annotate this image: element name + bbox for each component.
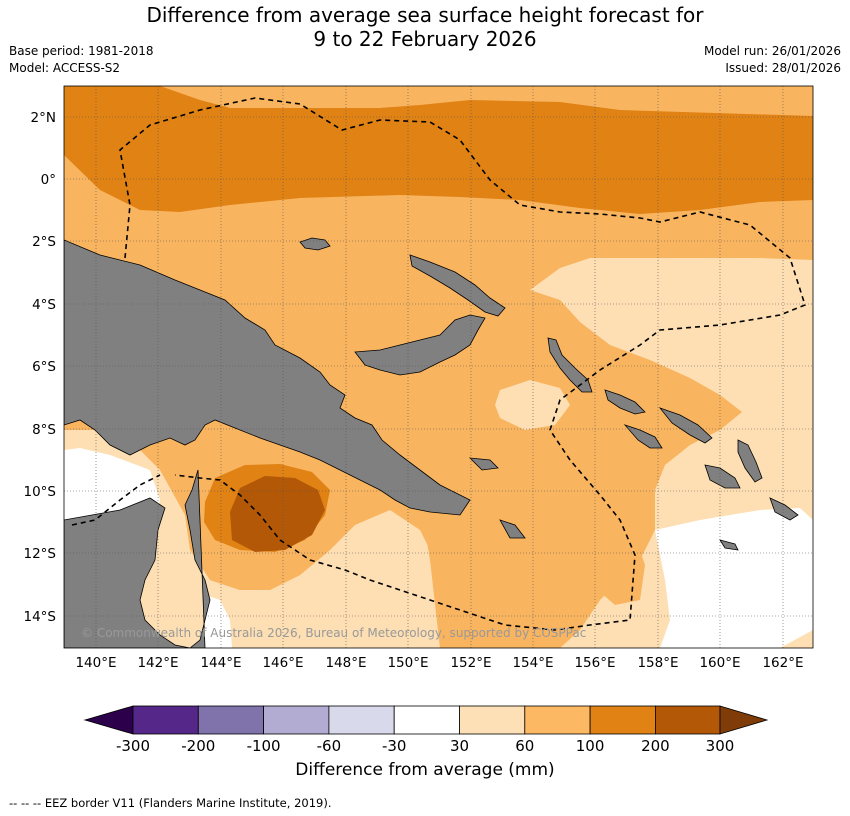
land-malaita xyxy=(737,439,763,483)
lon-axis-labels: 140°E 142°E 144°E 146°E 148°E 150°E 152°… xyxy=(75,655,803,671)
eez-legend-footer: -- -- -- EEZ border V11 (Flanders Marine… xyxy=(9,796,332,810)
colorbar-tick: -200 xyxy=(181,737,215,755)
land-new-guinea xyxy=(64,239,471,516)
colorbar-tick-labels: -300 -200 -100 -60 -30 30 60 100 200 300 xyxy=(116,737,734,755)
land-australia xyxy=(64,469,211,648)
colorbar-label: Difference from average (mm) xyxy=(295,760,555,780)
copyright-notice: © Commonwealth of Australia 2026, Bureau… xyxy=(81,626,586,640)
anomaly-band-100-200-north xyxy=(64,86,813,214)
colorbar-segment xyxy=(263,705,330,735)
land-new-ireland xyxy=(409,254,506,317)
map-frame xyxy=(63,85,814,649)
colorbar-segment xyxy=(459,705,526,735)
chart-title: Difference from average sea surface heig… xyxy=(0,3,850,51)
colorbar-tick: 60 xyxy=(515,737,534,755)
colorbar-segment xyxy=(589,705,656,735)
colorbar-segment xyxy=(393,705,460,735)
lat-label: 2°N xyxy=(31,110,56,126)
land-new-georgia xyxy=(623,424,663,449)
neutral-area-cape-york xyxy=(205,595,232,648)
colorbar-segment xyxy=(655,705,721,735)
meta-right: Model run: 26/01/2026 Issued: 28/01/2026 xyxy=(704,43,841,77)
colorbar-extend-high xyxy=(719,705,769,735)
base-period: Base period: 1981-2018 xyxy=(9,44,154,58)
colorbar-segment xyxy=(524,705,591,735)
lon-label: 156°E xyxy=(574,655,615,671)
land-makira xyxy=(769,497,799,521)
colorbar-extend-low xyxy=(83,705,134,735)
land-bougainville xyxy=(547,337,593,393)
colorbar-tick: -30 xyxy=(382,737,407,755)
lat-label: 12°S xyxy=(24,546,57,562)
eez-borders xyxy=(71,97,806,631)
colorbar-tick: 300 xyxy=(706,737,735,755)
lon-label: 154°E xyxy=(512,655,553,671)
colorbar-segment xyxy=(197,705,265,735)
land-louisiade xyxy=(499,519,526,539)
colorbar-tick: -100 xyxy=(247,737,281,755)
anomaly-band-200-300-core xyxy=(230,476,325,552)
neutral-area-east xyxy=(655,508,813,648)
lon-label: 162°E xyxy=(762,655,803,671)
meta-left: Base period: 1981-2018 Model: ACCESS-S2 xyxy=(9,43,154,77)
land-rossel xyxy=(719,539,739,551)
gridlines xyxy=(64,86,813,648)
lat-label: 6°S xyxy=(32,359,56,375)
eez-border-png xyxy=(119,97,806,631)
eez-border-torres xyxy=(71,474,161,526)
land-new-britain xyxy=(354,314,486,376)
land-masses xyxy=(64,237,799,648)
lon-label: 142°E xyxy=(137,655,178,671)
colorbar-tick: 30 xyxy=(450,737,469,755)
issued-date: Issued: 28/01/2026 xyxy=(725,61,841,75)
lon-label: 146°E xyxy=(262,655,303,671)
colorbar: -300 -200 -100 -60 -30 30 60 100 200 300 xyxy=(83,705,769,755)
land-dentrecasteaux xyxy=(468,457,499,471)
lon-label: 150°E xyxy=(387,655,428,671)
title-line-1: Difference from average sea surface heig… xyxy=(146,3,704,27)
land-choiseul xyxy=(604,389,646,415)
model-run: Model run: 26/01/2026 xyxy=(703,44,841,58)
colorbar-segment xyxy=(328,705,395,735)
lat-axis-labels: 2°N 0° 2°S 4°S 6°S 8°S 10°S 12°S 14°S xyxy=(24,110,57,625)
lat-label: 4°S xyxy=(32,297,56,313)
colorbar-tick: 100 xyxy=(576,737,605,755)
colorbar-tick: -60 xyxy=(317,737,342,755)
title-line-2: 9 to 22 February 2026 xyxy=(313,27,537,51)
lat-label: 0° xyxy=(41,172,56,188)
map-panel: © Commonwealth of Australia 2026, Bureau… xyxy=(64,86,813,648)
lon-label: 158°E xyxy=(637,655,678,671)
lat-label: 2°S xyxy=(32,234,56,250)
lon-label: 148°E xyxy=(325,655,366,671)
anomaly-band-30-60-blob xyxy=(495,380,570,430)
lat-label: 10°S xyxy=(24,484,57,500)
colorbar-segment xyxy=(132,705,199,735)
lon-label: 152°E xyxy=(450,655,491,671)
lon-label: 140°E xyxy=(75,655,116,671)
lat-label: 8°S xyxy=(32,422,56,438)
colorbar-tick: 200 xyxy=(641,737,670,755)
lon-label: 144°E xyxy=(200,655,241,671)
model-name: Model: ACCESS-S2 xyxy=(9,61,121,75)
land-santa-isabel xyxy=(658,407,713,444)
lon-label: 160°E xyxy=(699,655,740,671)
lat-label: 14°S xyxy=(24,609,57,625)
anomaly-band-60-100-coral xyxy=(600,545,645,605)
colorbar-tick: -300 xyxy=(116,737,150,755)
